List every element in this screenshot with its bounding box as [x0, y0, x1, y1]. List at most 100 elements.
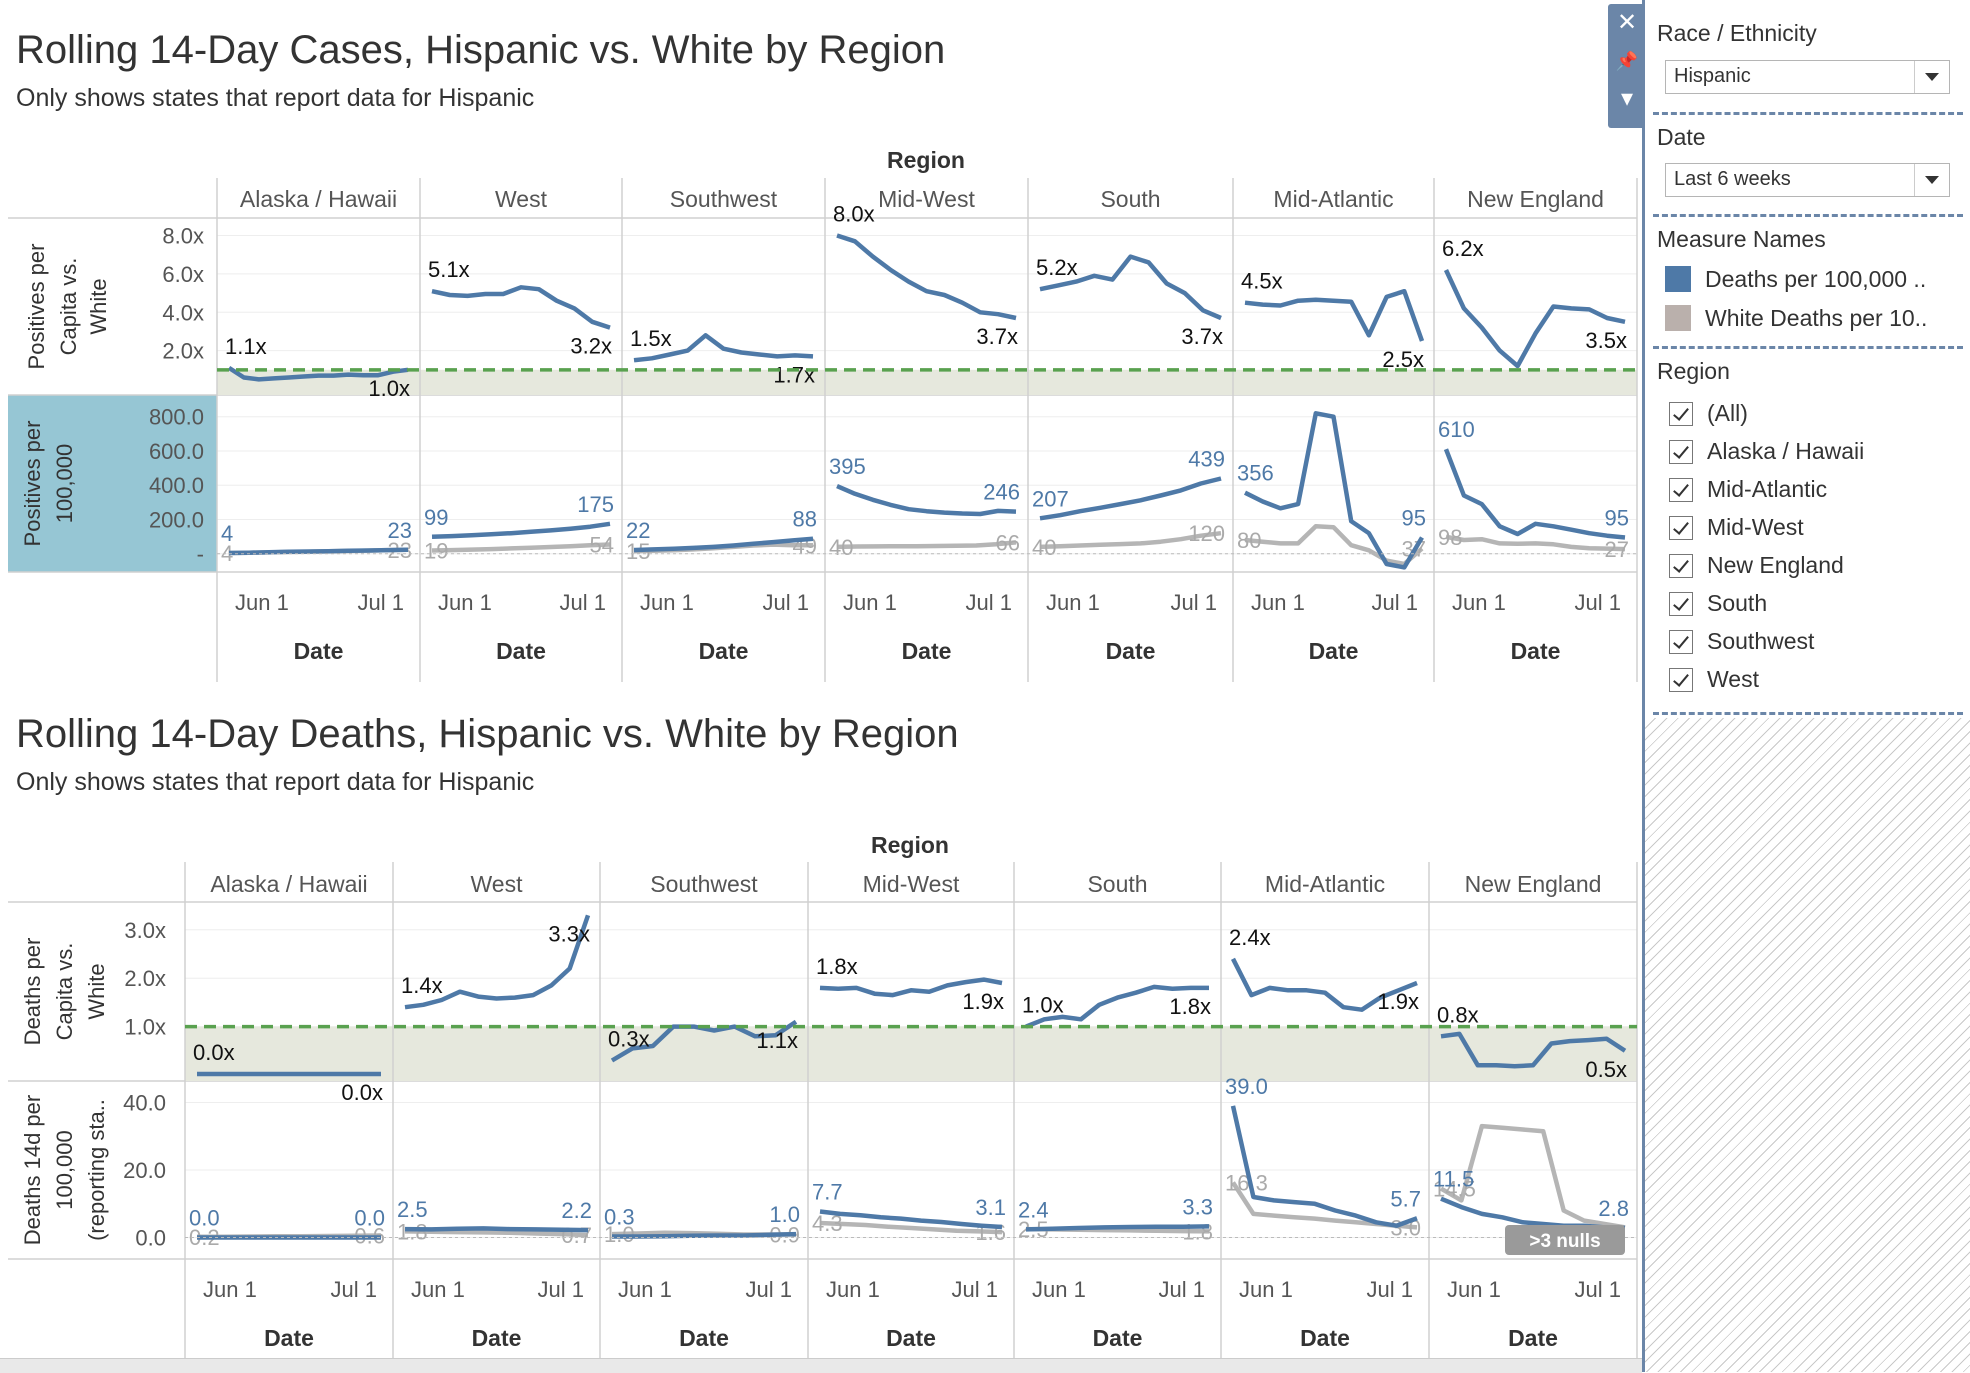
y-tick-label: 20.0 — [123, 1158, 166, 1183]
y-tick-label: 4.0x — [162, 300, 204, 325]
y-tick-label: 40.0 — [123, 1091, 166, 1116]
x-axis-title: Date — [699, 638, 749, 664]
ratio-line — [227, 366, 409, 382]
row-label: 100,000 — [52, 1130, 77, 1210]
x-tick-label: Jul 1 — [1575, 590, 1621, 615]
hispanic-rate-line — [1230, 1105, 1418, 1228]
y-tick-label: 2.0x — [124, 966, 166, 991]
region-checkbox-west[interactable]: West — [1669, 666, 1759, 693]
horizontal-scrollbar[interactable] — [0, 1358, 1642, 1373]
close-icon[interactable]: ✕ — [1616, 9, 1638, 36]
checkbox[interactable] — [1669, 667, 1693, 692]
y-tick-label: 6.0x — [162, 262, 204, 287]
ratio-line — [431, 285, 611, 330]
row-label: (reporting sta.. — [84, 1099, 109, 1241]
x-tick-label: Jul 1 — [952, 1277, 998, 1302]
ratio-start-label: 1.4x — [401, 973, 443, 998]
region-checkbox-new-england[interactable]: New England — [1669, 552, 1844, 579]
checkbox[interactable] — [1669, 515, 1693, 540]
region-header: Mid-West — [878, 186, 975, 212]
ratio-start-label: 0.3x — [608, 1026, 650, 1051]
divider — [1653, 214, 1963, 217]
hispanic-start-label: 39.0 — [1225, 1074, 1268, 1099]
checkbox[interactable] — [1669, 629, 1693, 654]
hispanic-end-label: 23 — [388, 518, 412, 543]
region-checkbox-alaska-hawaii[interactable]: Alaska / Hawaii — [1669, 438, 1864, 465]
cases-chart-subtitle: Only shows states that report data for H… — [16, 84, 535, 112]
race-ethnicity-value: Hispanic — [1674, 65, 1751, 87]
checkbox[interactable] — [1669, 439, 1693, 464]
menu-chevron-icon[interactable]: ▾ — [1620, 85, 1634, 112]
x-axis-title: Date — [1106, 638, 1156, 664]
hispanic-end-label: 175 — [577, 492, 614, 517]
hispanic-rate-line — [1039, 476, 1222, 521]
pin-icon[interactable]: 📌 — [1615, 51, 1639, 71]
region-header: West — [471, 871, 524, 897]
ratio-line — [1443, 269, 1626, 369]
ratio-line — [819, 977, 1003, 998]
region-header: Southwest — [650, 871, 758, 897]
chevron-down-icon[interactable] — [1914, 164, 1949, 196]
x-tick-label: Jun 1 — [1239, 1277, 1293, 1302]
region-checkbox-mid-west[interactable]: Mid-West — [1669, 514, 1804, 541]
row-label: White — [84, 963, 109, 1019]
hispanic-start-label: 0.0 — [189, 1206, 220, 1231]
ratio-line — [633, 333, 814, 363]
white-start-label: 40 — [829, 535, 853, 560]
hispanic-start-label: 356 — [1237, 461, 1274, 486]
x-tick-label: Jun 1 — [1032, 1277, 1086, 1302]
region-checkbox-southwest[interactable]: Southwest — [1669, 628, 1814, 655]
region-header: Mid-Atlantic — [1273, 186, 1393, 212]
date-select[interactable]: Last 6 weeks — [1665, 163, 1950, 197]
hispanic-rate-line — [1025, 1224, 1210, 1232]
hispanic-end-label: 3.3 — [1182, 1194, 1213, 1219]
region-header: Southwest — [670, 186, 778, 212]
x-axis-title: Date — [472, 1325, 522, 1351]
region-checkbox-south[interactable]: South — [1669, 590, 1767, 617]
region-checkbox-all[interactable]: (All) — [1669, 400, 1748, 427]
divider — [1653, 346, 1963, 349]
hispanic-start-label: 22 — [626, 518, 650, 543]
white-end-label: 1.8 — [1182, 1219, 1213, 1244]
white-end-label: 27 — [1605, 537, 1629, 562]
hispanic-end-label: 95 — [1402, 505, 1426, 530]
region-header: New England — [1465, 871, 1602, 897]
x-tick-label: Jun 1 — [1447, 1277, 1501, 1302]
race-filter-title: Race / Ethnicity — [1657, 20, 1817, 46]
chevron-down-icon[interactable] — [1914, 61, 1949, 93]
ratio-end-label: 1.7x — [773, 362, 815, 387]
checkbox-label: New England — [1707, 552, 1844, 578]
legend-item-white[interactable]: White Deaths per 10.. — [1665, 303, 1927, 333]
row-label: Capita vs. — [52, 943, 77, 1041]
divider — [1653, 712, 1963, 715]
x-tick-label: Jul 1 — [966, 590, 1012, 615]
race-ethnicity-select[interactable]: Hispanic — [1665, 60, 1950, 94]
white-rate-line — [1244, 524, 1424, 567]
ratio-end-label: 3.3x — [548, 921, 590, 946]
x-axis-title: Date — [1508, 1325, 1558, 1351]
checkbox[interactable] — [1669, 553, 1693, 578]
region-filter-title: Region — [1657, 358, 1730, 384]
x-tick-label: Jul 1 — [1372, 590, 1418, 615]
checkbox[interactable] — [1669, 401, 1693, 426]
hispanic-end-label: 3.1 — [975, 1195, 1006, 1220]
white-rate-line — [1439, 1123, 1626, 1230]
ratio-start-label: 0.0x — [193, 1040, 235, 1065]
legend-item-hispanic[interactable]: Deaths per 100,000 .. — [1665, 264, 1926, 294]
ratio-start-label: 1.8x — [816, 954, 858, 979]
deaths-chart-subtitle: Only shows states that report data for H… — [16, 768, 535, 796]
row-label: 100,000 — [52, 444, 77, 524]
hispanic-start-label: 207 — [1032, 486, 1069, 511]
region-header: Mid-West — [863, 871, 960, 897]
x-tick-label: Jun 1 — [826, 1277, 880, 1302]
hispanic-end-label: 88 — [793, 507, 817, 532]
ratio-end-label: 1.1x — [756, 1028, 798, 1053]
checkbox[interactable] — [1669, 591, 1693, 616]
region-header: Alaska / Hawaii — [210, 871, 367, 897]
white-rate-line — [1039, 530, 1222, 550]
region-checkbox-mid-atlantic[interactable]: Mid-Atlantic — [1669, 476, 1827, 503]
white-start-label: 1.8 — [397, 1219, 428, 1244]
checkbox[interactable] — [1669, 477, 1693, 502]
hispanic-start-label: 610 — [1438, 417, 1475, 442]
